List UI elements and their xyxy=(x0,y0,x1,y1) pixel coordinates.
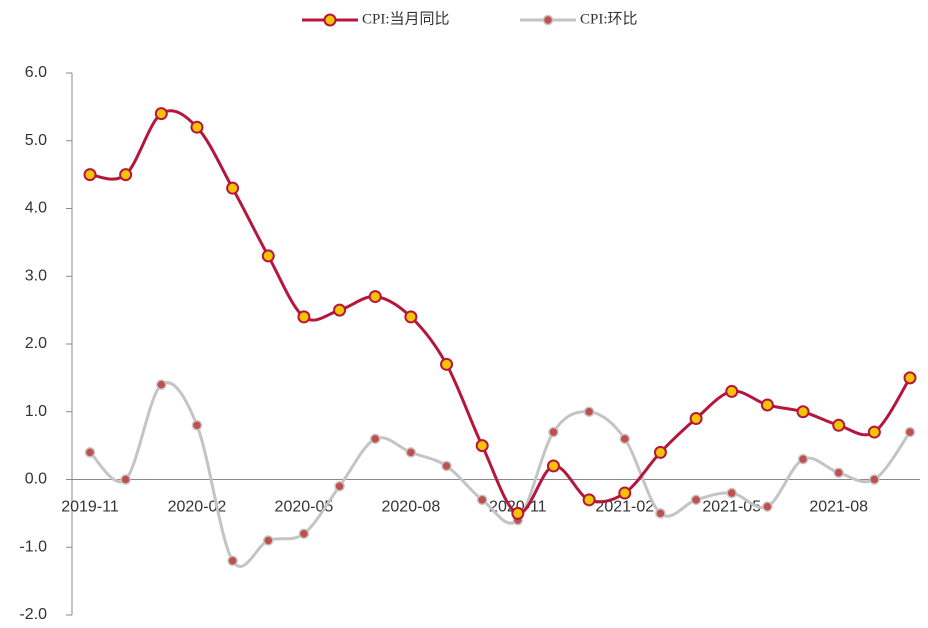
marker xyxy=(156,379,167,390)
marker xyxy=(191,420,203,431)
x-tick-label: 2020-02 xyxy=(168,499,227,516)
legend-label: CPI:当月同比 xyxy=(362,10,450,27)
x-tick-label: 2020-05 xyxy=(275,499,334,516)
y-tick-label: 1.0 xyxy=(25,403,47,420)
marker xyxy=(226,181,240,195)
marker xyxy=(298,528,310,539)
marker xyxy=(619,433,631,445)
x-tick-label: 2019-11 xyxy=(61,499,119,516)
y-tick-label: -1.0 xyxy=(19,538,47,555)
marker xyxy=(762,501,773,512)
marker xyxy=(261,249,275,263)
x-tick-label: 2021-02 xyxy=(595,499,654,516)
y-tick-label: -2.0 xyxy=(19,606,47,623)
marker xyxy=(725,384,739,398)
y-tick-label: 5.0 xyxy=(25,132,47,149)
marker xyxy=(154,107,168,121)
marker xyxy=(583,406,595,417)
marker xyxy=(83,168,97,182)
marker xyxy=(190,120,204,134)
marker xyxy=(548,426,559,438)
marker xyxy=(119,168,133,182)
marker xyxy=(297,310,311,324)
legend-marker xyxy=(542,14,554,26)
marker xyxy=(832,418,846,432)
marker xyxy=(405,447,417,458)
x-tick-label: 2021-08 xyxy=(809,499,868,516)
marker xyxy=(689,412,703,426)
marker xyxy=(760,398,774,412)
marker xyxy=(655,508,666,519)
marker xyxy=(726,487,737,499)
marker xyxy=(440,357,454,371)
marker xyxy=(476,494,488,506)
marker xyxy=(84,447,96,458)
marker xyxy=(227,555,238,567)
x-tick-label: 2020-08 xyxy=(382,499,441,516)
marker xyxy=(368,290,382,304)
y-tick-label: 6.0 xyxy=(25,64,47,81)
marker xyxy=(263,535,274,546)
x-tick-label: 2021-05 xyxy=(702,499,761,516)
marker xyxy=(369,433,381,445)
marker xyxy=(833,467,844,478)
marker xyxy=(441,460,452,472)
marker xyxy=(796,405,810,419)
marker xyxy=(582,493,596,507)
marker xyxy=(690,494,702,506)
y-tick-label: 0.0 xyxy=(25,471,47,488)
marker xyxy=(546,459,560,473)
marker xyxy=(618,486,632,500)
marker xyxy=(904,426,916,438)
marker xyxy=(653,445,667,459)
legend-marker xyxy=(323,13,337,27)
y-tick-label: 4.0 xyxy=(25,200,47,217)
marker xyxy=(797,453,809,465)
marker xyxy=(869,474,880,485)
legend-label: CPI:环比 xyxy=(580,10,638,27)
marker xyxy=(404,310,418,324)
y-tick-label: 3.0 xyxy=(25,267,47,284)
marker xyxy=(334,481,345,492)
marker xyxy=(475,439,489,453)
marker xyxy=(120,474,131,485)
series-line xyxy=(89,109,912,515)
marker xyxy=(333,303,347,317)
marker xyxy=(511,506,525,520)
y-tick-label: 2.0 xyxy=(25,335,47,352)
marker xyxy=(867,425,881,439)
marker xyxy=(903,371,917,385)
